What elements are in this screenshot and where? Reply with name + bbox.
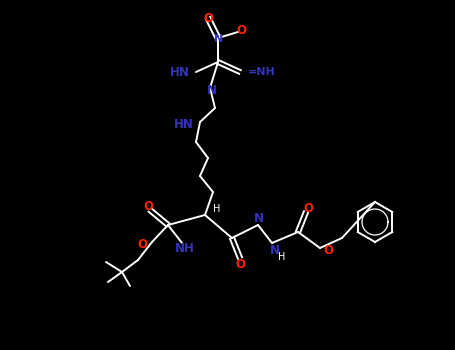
Text: O: O <box>203 12 213 24</box>
Text: N: N <box>254 212 264 225</box>
Text: N: N <box>207 84 217 97</box>
Text: HN: HN <box>170 66 190 79</box>
Text: O: O <box>303 202 313 215</box>
Text: H: H <box>213 204 221 214</box>
Text: =NH: =NH <box>248 67 276 77</box>
Text: O: O <box>143 201 153 214</box>
Text: NH: NH <box>175 241 195 254</box>
Text: H: H <box>278 252 286 262</box>
Text: HN: HN <box>174 118 194 131</box>
Text: O: O <box>323 245 333 258</box>
Text: N: N <box>214 34 223 44</box>
Text: O: O <box>236 23 246 36</box>
Text: O: O <box>235 258 245 271</box>
Text: O: O <box>137 238 147 252</box>
Text: N: N <box>270 244 280 257</box>
